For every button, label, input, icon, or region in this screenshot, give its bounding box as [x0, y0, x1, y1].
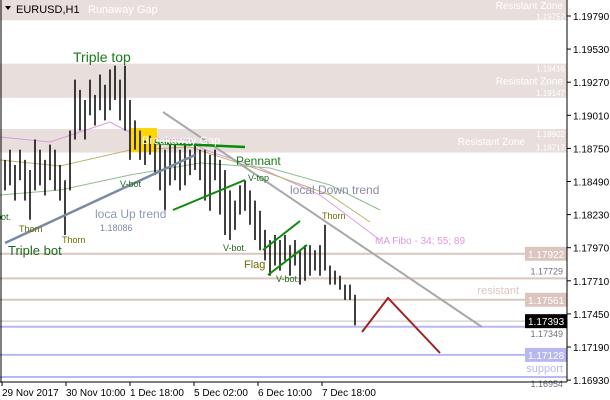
x-tick-label: 7 Dec 18:00 — [322, 388, 376, 399]
zone-bottom-value: 1.18717 — [536, 144, 565, 153]
y-tick-label: 1.18750 — [573, 144, 610, 155]
level-label: 1.17349 — [530, 329, 563, 339]
y-tick-label: 1.17450 — [573, 310, 610, 321]
price-tag — [525, 246, 567, 261]
current-price-tag — [525, 314, 567, 329]
y-tick-label: 1.19790 — [573, 12, 610, 23]
flag-top-line — [262, 220, 301, 251]
resistant-zone — [0, 63, 567, 98]
bot-cut-label: bot. — [0, 212, 11, 222]
y-tick-label: 1.16930 — [573, 376, 610, 387]
v-bot-label-3: V-bot. — [276, 274, 300, 284]
y-tick-label: 1.17190 — [573, 343, 610, 354]
price-tag-value: 1.17922 — [528, 250, 565, 261]
x-tick-label: 29 Nov 2017 — [2, 388, 59, 399]
thorn-label-3: Thorn — [322, 211, 346, 221]
ma-fibo-label: MA Fibo - 34; 55; 89 — [375, 236, 465, 247]
y-tick-label: 1.19270 — [573, 78, 610, 89]
zone-bottom-value: 1.19147 — [536, 89, 565, 98]
title-symbol[interactable]: EURUSD,H1 — [16, 4, 80, 16]
zone-bottom-value: 1.19757 — [536, 13, 565, 22]
x-tick-label: 5 Dec 02:00 — [194, 388, 248, 399]
y-tick-label: 1.17970 — [573, 244, 610, 255]
y-tick-label: 1.18490 — [573, 178, 610, 189]
triangle-down-icon[interactable] — [5, 6, 11, 10]
v-bot-label-1: V-bot — [120, 179, 142, 189]
pennant-label: Pennant — [236, 154, 281, 168]
low-value-label: 1.18086 — [100, 223, 133, 233]
zone-label: Resistant Zone — [496, 1, 564, 12]
runaway-gap-label: Runaway Gap — [88, 4, 158, 16]
x-tick-label: 6 Dec 10:00 — [258, 388, 312, 399]
level-label: 1.17729 — [530, 266, 563, 276]
level-label: 1.16954 — [530, 379, 563, 389]
pennant-bottom-line — [172, 179, 246, 211]
level-label: support — [526, 363, 563, 375]
up-trend-label: loca Up trend — [95, 207, 166, 221]
x-tick-label: 1 Dec 18:00 — [130, 388, 184, 399]
v-bot-label-2: V-bot. — [223, 243, 247, 253]
x-tick-label: 30 Nov 10:00 — [66, 388, 126, 399]
forecast-path — [361, 296, 441, 354]
zone-label: Resistant Zone — [458, 137, 526, 148]
y-tick-label: 1.17710 — [573, 277, 610, 288]
zone-label: Resistant Zone — [496, 77, 564, 88]
y-tick-label: 1.18230 — [573, 211, 610, 222]
level-label: resistant — [477, 285, 519, 297]
y-tick-label: 1.19010 — [573, 111, 610, 122]
breakaway-gap-label: Breakaway Gap — [142, 135, 220, 147]
flag-bottom-line — [267, 244, 308, 276]
thorn-label-1: Thorn — [19, 224, 43, 234]
y-tick-label: 1.19530 — [573, 45, 610, 56]
triple-bot-label: Triple bot — [8, 243, 62, 258]
triple-top-label: Triple top — [73, 49, 131, 65]
price-tag-value: 1.17128 — [528, 351, 565, 362]
pennant-top-line — [154, 141, 246, 149]
up-trend-line — [4, 153, 196, 245]
zone-top-value: 1.19416 — [536, 65, 565, 74]
thorn-label-2: Thorn — [62, 235, 86, 245]
price-tag — [525, 347, 567, 362]
flag-label: Flag — [244, 259, 265, 271]
down-trend-label: local Down trend — [290, 183, 379, 197]
current-price-value: 1.17393 — [528, 317, 565, 328]
price-tag — [525, 292, 567, 307]
resistant-zone — [0, 0, 567, 21]
v-top-label: V-top — [248, 173, 269, 183]
price-tag-value: 1.17561 — [528, 296, 565, 307]
zone-top-value: 1.18902 — [536, 130, 565, 139]
down-trend-line — [162, 111, 483, 328]
